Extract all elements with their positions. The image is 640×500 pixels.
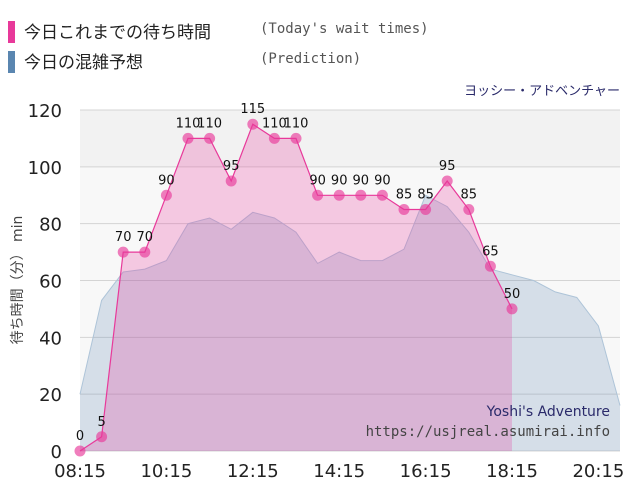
data-label: 95 xyxy=(439,159,456,174)
legend-today-name: 今日これまでの待ち時間 xyxy=(24,23,211,43)
y-axis-label: 待ち時間（分） min xyxy=(10,216,26,345)
x-tick-label: 10:15 xyxy=(140,461,192,482)
data-label: 110 xyxy=(176,116,201,131)
prediction-area xyxy=(80,195,620,451)
prediction-line xyxy=(79,194,621,406)
data-label: 0 xyxy=(76,429,84,444)
plot-band-top xyxy=(80,110,620,167)
today-points xyxy=(74,118,518,457)
x-tick-label: 20:15 xyxy=(572,461,624,482)
legend: 今日これまでの待ち時間 (Today's wait times) 今日の混雑予想… xyxy=(0,0,640,90)
park-name: ヨッシー・アドベンチャー xyxy=(464,84,620,99)
data-point[interactable] xyxy=(506,303,518,315)
data-point[interactable] xyxy=(355,189,367,201)
data-point[interactable] xyxy=(268,132,280,144)
today-area xyxy=(80,124,512,451)
legend-prediction-swatch xyxy=(8,51,15,73)
data-point[interactable] xyxy=(204,132,216,144)
data-label: 70 xyxy=(115,230,132,245)
data-point[interactable] xyxy=(333,189,345,201)
y-tick-label: 60 xyxy=(39,272,62,293)
y-tick-label: 0 xyxy=(51,442,62,463)
data-label: 95 xyxy=(223,159,240,174)
y-tick-label: 20 xyxy=(39,385,62,406)
data-point[interactable] xyxy=(463,203,475,215)
data-point[interactable] xyxy=(96,431,108,443)
data-point[interactable] xyxy=(290,132,302,144)
data-label: 110 xyxy=(197,116,222,131)
grid-lines xyxy=(80,109,620,452)
legend-today-english: (Today's wait times) xyxy=(260,21,429,37)
data-label: 50 xyxy=(504,287,521,302)
x-tick-label: 14:15 xyxy=(313,461,365,482)
y-tick-label: 120 xyxy=(28,101,62,122)
data-label: 90 xyxy=(353,173,370,188)
data-point[interactable] xyxy=(225,175,237,187)
data-label: 85 xyxy=(417,187,434,202)
data-point[interactable] xyxy=(182,132,194,144)
plot-background xyxy=(80,167,620,451)
data-point[interactable] xyxy=(398,203,410,215)
data-label: 90 xyxy=(158,173,175,188)
x-axis-ticks: 08:15 10:15 12:15 14:15 16:15 18:15 20:15 xyxy=(54,461,624,482)
data-point[interactable] xyxy=(247,118,259,130)
data-point[interactable] xyxy=(74,445,86,457)
y-tick-label: 100 xyxy=(28,158,62,179)
x-tick-label: 08:15 xyxy=(54,461,106,482)
legend-prediction-english: (Prediction) xyxy=(260,51,362,67)
data-label: 110 xyxy=(262,116,287,131)
data-label: 85 xyxy=(396,187,413,202)
data-label: 90 xyxy=(309,173,326,188)
legend-prediction-name: 今日の混雑予想 xyxy=(24,53,143,73)
data-point[interactable] xyxy=(139,246,151,258)
data-point[interactable] xyxy=(376,189,388,201)
x-tick-label: 12:15 xyxy=(227,461,279,482)
data-point[interactable] xyxy=(484,260,496,272)
data-point[interactable] xyxy=(160,189,172,201)
data-point[interactable] xyxy=(312,189,324,201)
data-label: 110 xyxy=(284,116,309,131)
data-point[interactable] xyxy=(441,175,453,187)
data-label: 85 xyxy=(461,187,478,202)
credit-title: Yoshi's Adventure xyxy=(486,404,610,420)
y-tick-label: 40 xyxy=(39,328,62,349)
x-tick-label: 18:15 xyxy=(486,461,538,482)
data-label: 90 xyxy=(374,173,391,188)
data-point[interactable] xyxy=(420,203,432,215)
data-label: 90 xyxy=(331,173,348,188)
data-label: 5 xyxy=(97,415,105,430)
data-point[interactable] xyxy=(117,246,129,258)
data-label: 70 xyxy=(137,230,154,245)
legend-today-swatch xyxy=(8,21,15,43)
data-label: 65 xyxy=(482,244,499,259)
credit-url: https://usjreal.asumirai.info xyxy=(366,424,610,440)
y-tick-label: 80 xyxy=(39,215,62,236)
x-tick-label: 16:15 xyxy=(400,461,452,482)
data-label: 115 xyxy=(240,102,265,117)
y-axis-ticks: 0 20 40 60 80 100 120 xyxy=(28,101,62,463)
